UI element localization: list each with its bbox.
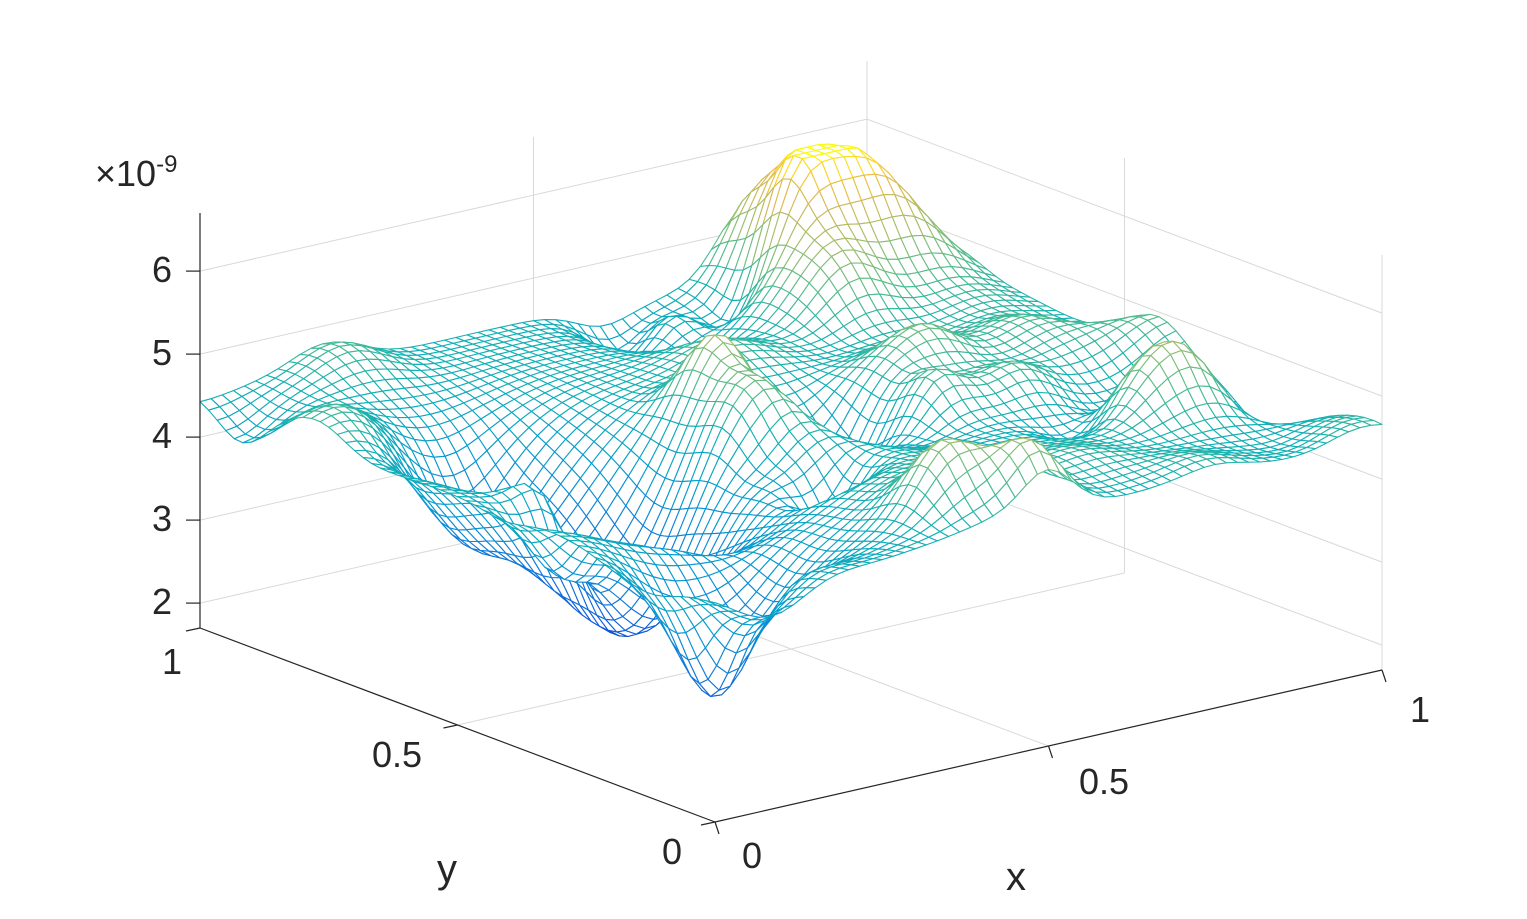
z-tick-label-3: 3 xyxy=(152,498,172,539)
x-tick-mark xyxy=(1047,745,1054,759)
grid-line-floor-y xyxy=(457,572,1125,726)
x-tick-mark xyxy=(1381,669,1387,683)
z-tick-label-5: 5 xyxy=(152,332,172,373)
y-tick-mark xyxy=(185,627,201,632)
y-tick-label-0: 0 xyxy=(662,831,682,872)
z-multiplier-exponent: -9 xyxy=(156,151,177,178)
x-axis-label: x xyxy=(1006,855,1026,899)
y-axis-label: y xyxy=(437,847,457,891)
z-multiplier-base: ×10 xyxy=(95,153,156,194)
z-multiplier: ×10-9 xyxy=(95,151,177,194)
y-tick-label-1: 1 xyxy=(162,641,182,682)
y-tick-mark xyxy=(700,821,716,826)
x-tick-label-1: 1 xyxy=(1410,689,1430,730)
y-tick-label-0.5: 0.5 xyxy=(372,734,422,775)
surface-mesh xyxy=(199,143,1383,697)
z-tick-label-4: 4 xyxy=(152,415,172,456)
z-tick-label-6: 6 xyxy=(152,249,172,290)
x-tick-label-0.5: 0.5 xyxy=(1079,761,1129,802)
y-tick-mark xyxy=(443,724,458,729)
x-tick-mark xyxy=(714,821,720,835)
x-tick-label-0: 0 xyxy=(742,835,762,876)
z-tick-label-2: 2 xyxy=(152,581,172,622)
